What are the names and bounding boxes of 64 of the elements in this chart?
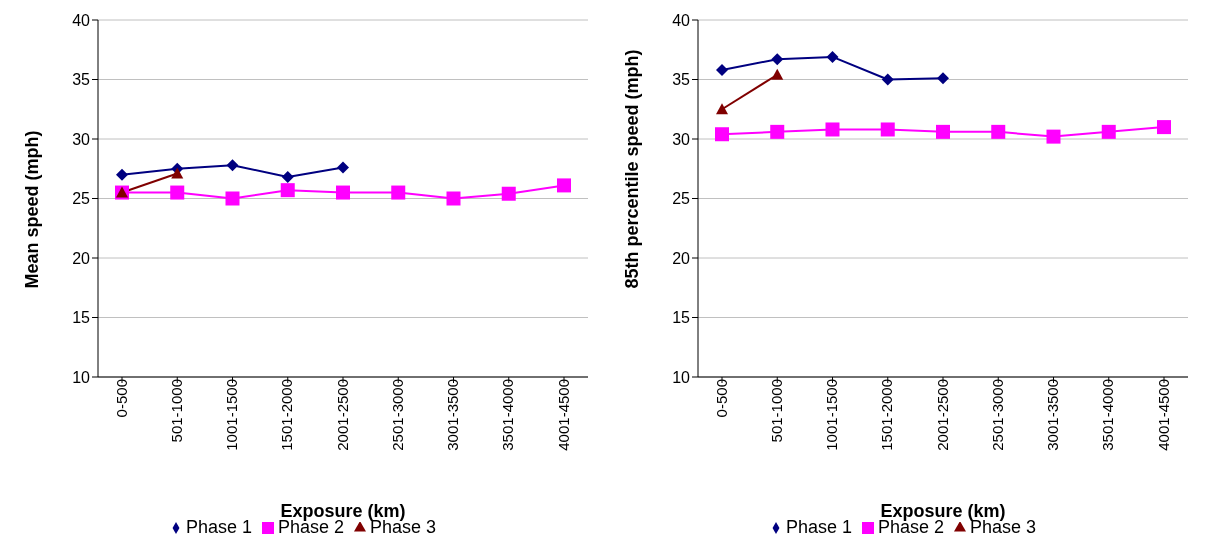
point	[937, 72, 949, 85]
point	[116, 168, 128, 181]
point	[771, 53, 784, 66]
y-tick-label: 20	[72, 249, 91, 267]
x-tick-label: 3001-3500	[1044, 379, 1062, 451]
x-tick-label: 2001-2500	[933, 379, 951, 451]
x-tick-label: 3501-4000	[1099, 379, 1117, 451]
point	[1157, 120, 1171, 135]
y-tick-label: 40	[72, 11, 91, 29]
point	[170, 185, 185, 200]
x-tick-label: 3501-4000	[499, 379, 517, 451]
x-tick-label: 0-500	[712, 379, 730, 418]
y-tick-label: 40	[672, 11, 691, 29]
point	[557, 178, 571, 193]
y-tick-label: 35	[672, 71, 691, 89]
point	[281, 171, 294, 184]
point	[225, 191, 240, 206]
y-axis-title: Mean speed (mph)	[22, 130, 43, 289]
x-tick-label: 1001-1500	[223, 379, 241, 451]
point	[770, 124, 785, 139]
y-tick-label: 20	[672, 249, 691, 267]
x-tick-label: 4001-4500	[1154, 379, 1172, 451]
x-tick-label: 501-1000	[767, 379, 785, 443]
x-tick-label: 4001-4500	[554, 379, 572, 451]
point	[991, 124, 1006, 139]
x-tick-label: 2501-3000	[388, 379, 406, 451]
point	[881, 73, 894, 86]
y-tick-label: 15	[72, 309, 91, 327]
x-axis-title: Exposure (km)	[280, 501, 406, 521]
y-axis-title: 85th percentile speed (mph)	[622, 49, 643, 289]
point	[936, 124, 950, 139]
x-tick-label: 2001-2500	[333, 379, 351, 451]
point	[825, 122, 840, 137]
point	[336, 185, 350, 200]
point	[226, 159, 239, 172]
y-tick-label: 25	[72, 190, 91, 208]
point	[1101, 124, 1116, 139]
point	[446, 191, 461, 206]
point	[826, 50, 839, 63]
y-tick-label: 30	[72, 130, 91, 148]
x-tick-label: 3001-3500	[444, 379, 462, 451]
legend-label: Phase 1	[185, 517, 252, 537]
point	[880, 122, 895, 137]
x-tick-label: 0-500	[112, 379, 130, 418]
y-tick-label: 10	[72, 368, 91, 386]
point	[1046, 129, 1061, 144]
x-tick-label: 501-1000	[167, 379, 185, 443]
x-tick-label: 1001-1500	[823, 379, 841, 451]
y-tick-label: 35	[72, 71, 91, 89]
x-tick-label: 1501-2000	[278, 379, 296, 451]
y-tick-label: 25	[672, 190, 691, 208]
x-tick-label: 1501-2000	[878, 379, 896, 451]
point	[501, 186, 516, 201]
point	[280, 183, 295, 198]
y-tick-label: 10	[672, 368, 691, 386]
point	[715, 127, 729, 142]
legend-label: Phase 1	[785, 517, 852, 537]
x-tick-label: 2501-3000	[988, 379, 1006, 451]
y-tick-label: 15	[672, 309, 691, 327]
y-tick-label: 30	[672, 130, 691, 148]
point	[716, 63, 728, 76]
point	[391, 185, 406, 200]
point	[337, 161, 349, 174]
x-axis-title: Exposure (km)	[880, 501, 1006, 521]
